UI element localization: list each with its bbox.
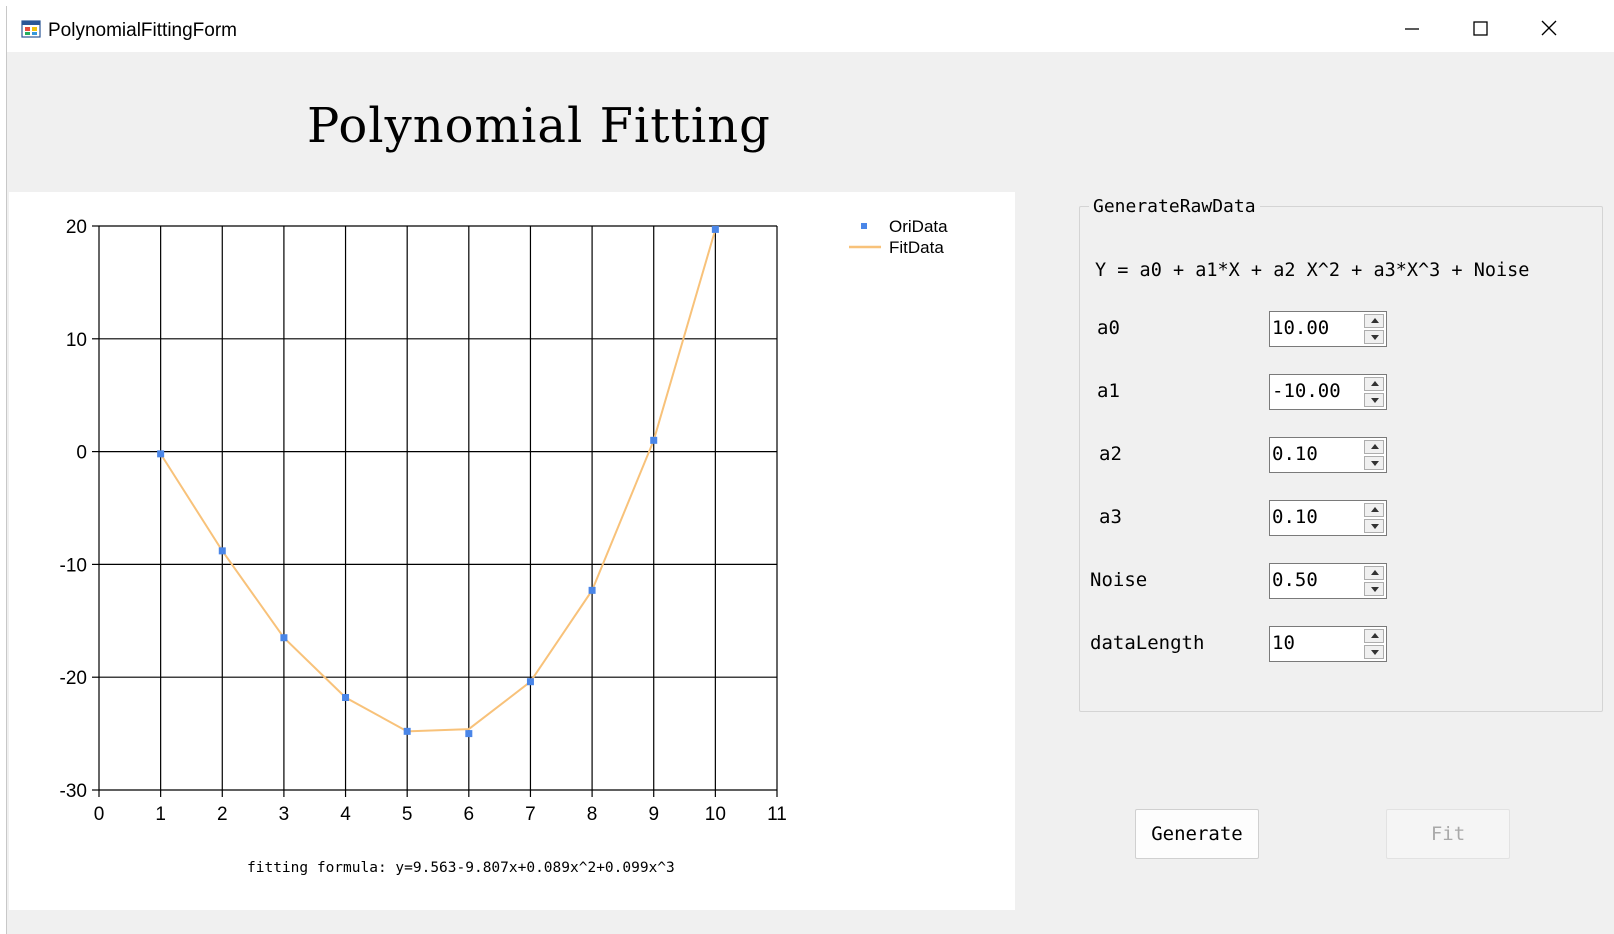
spin-up-icon[interactable] <box>1364 566 1384 580</box>
fitting-chart: 0 1 2 3 4 5 6 7 8 9 10 11 20 10 0 -10 -20 -30 OriData FitDa… <box>60 217 949 825</box>
legend-label-fitdata: FitData <box>889 238 944 257</box>
x-tick-label: 1 <box>155 804 166 825</box>
chart-panel: 0 1 2 3 4 5 6 7 8 9 10 11 20 10 0 -10 -20 -30 OriData FitDa… <box>9 192 1015 910</box>
maximize-icon <box>1473 21 1488 36</box>
param-spinbox-a2[interactable] <box>1269 437 1387 473</box>
data-point <box>711 225 719 233</box>
data-point <box>588 586 596 594</box>
fit-button[interactable]: Fit <box>1386 809 1510 859</box>
y-tick-label: -30 <box>60 781 87 802</box>
generate-raw-data-group <box>1079 206 1603 712</box>
spin-buttons <box>1364 503 1384 533</box>
data-point <box>526 678 534 686</box>
spin-buttons <box>1364 566 1384 596</box>
spin-up-icon[interactable] <box>1364 503 1384 517</box>
param-input-a3[interactable] <box>1272 503 1362 531</box>
param-spinbox-noise[interactable] <box>1269 563 1387 599</box>
x-tick-label: 4 <box>340 804 351 825</box>
param-spinbox-datalength[interactable] <box>1269 626 1387 662</box>
param-label-a2: a2 <box>1099 443 1122 465</box>
y-tick-label: -10 <box>60 555 87 576</box>
page-title: Polynomial Fitting <box>307 98 771 154</box>
legend-label-oridata: OriData <box>889 217 948 236</box>
group-title: GenerateRawData <box>1089 196 1260 217</box>
spin-down-icon[interactable] <box>1364 330 1384 344</box>
model-equation: Y = a0 + a1*X + a2 X^2 + a3*X^3 + Noise <box>1095 260 1530 281</box>
x-tick-label: 8 <box>587 804 598 825</box>
param-input-a0[interactable] <box>1272 314 1362 342</box>
x-tick-label: 9 <box>648 804 659 825</box>
x-tick-label: 2 <box>217 804 228 825</box>
close-button[interactable] <box>1513 6 1581 52</box>
param-spinbox-a0[interactable] <box>1269 311 1387 347</box>
y-tick-label: -20 <box>60 668 87 689</box>
y-tick-label: 0 <box>76 443 87 464</box>
spin-down-icon[interactable] <box>1364 582 1384 596</box>
x-tick-label: 7 <box>525 804 536 825</box>
y-tick-label: 10 <box>66 330 87 351</box>
data-point <box>403 727 411 735</box>
spin-down-icon[interactable] <box>1364 645 1384 659</box>
x-tick-label: 6 <box>464 804 475 825</box>
app-window: PolynomialFittingForm Polynomial Fitting… <box>6 6 1614 934</box>
param-spinbox-a3[interactable] <box>1269 500 1387 536</box>
x-tick-label: 11 <box>767 804 787 825</box>
window-title: PolynomialFittingForm <box>48 20 237 41</box>
title-bar[interactable]: PolynomialFittingForm <box>7 6 1614 52</box>
fit-series-line <box>159 229 717 733</box>
generate-button[interactable]: Generate <box>1135 809 1259 859</box>
fitting-formula: fitting formula: y=9.563-9.807x+0.089x^2… <box>247 860 675 876</box>
data-point <box>157 450 165 458</box>
spin-buttons <box>1364 440 1384 470</box>
spin-buttons <box>1364 377 1384 407</box>
data-point <box>280 634 288 642</box>
close-icon <box>1541 20 1557 36</box>
maximize-button[interactable] <box>1445 6 1513 52</box>
app-icon <box>21 20 41 38</box>
param-input-a2[interactable] <box>1272 440 1362 468</box>
spin-buttons <box>1364 314 1384 344</box>
param-input-noise[interactable] <box>1272 566 1362 594</box>
spin-down-icon[interactable] <box>1364 456 1384 470</box>
spin-up-icon[interactable] <box>1364 440 1384 454</box>
x-tick-label: 0 <box>94 804 105 825</box>
x-tick-label: 5 <box>402 804 413 825</box>
param-label-a1: a1 <box>1097 380 1120 402</box>
data-point <box>650 436 658 444</box>
x-tick-label: 3 <box>279 804 290 825</box>
param-label-a0: a0 <box>1097 317 1120 339</box>
param-input-datalength[interactable] <box>1272 629 1362 657</box>
x-tick-label: 10 <box>705 804 726 825</box>
spin-up-icon[interactable] <box>1364 629 1384 643</box>
param-input-a1[interactable] <box>1272 377 1362 405</box>
param-spinbox-a1[interactable] <box>1269 374 1387 410</box>
spin-up-icon[interactable] <box>1364 377 1384 391</box>
legend-marker-oridata <box>861 223 867 229</box>
minimize-button[interactable] <box>1377 6 1445 52</box>
spin-down-icon[interactable] <box>1364 393 1384 407</box>
spin-down-icon[interactable] <box>1364 519 1384 533</box>
spin-up-icon[interactable] <box>1364 314 1384 328</box>
minimize-icon <box>1405 28 1419 30</box>
param-label-a3: a3 <box>1099 506 1122 528</box>
data-point <box>218 547 226 555</box>
param-label-datalength: dataLength <box>1090 632 1205 654</box>
param-label-noise: Noise <box>1090 569 1148 591</box>
data-point <box>465 730 473 738</box>
data-point <box>342 694 350 702</box>
y-tick-label: 20 <box>66 217 87 238</box>
spin-buttons <box>1364 629 1384 659</box>
